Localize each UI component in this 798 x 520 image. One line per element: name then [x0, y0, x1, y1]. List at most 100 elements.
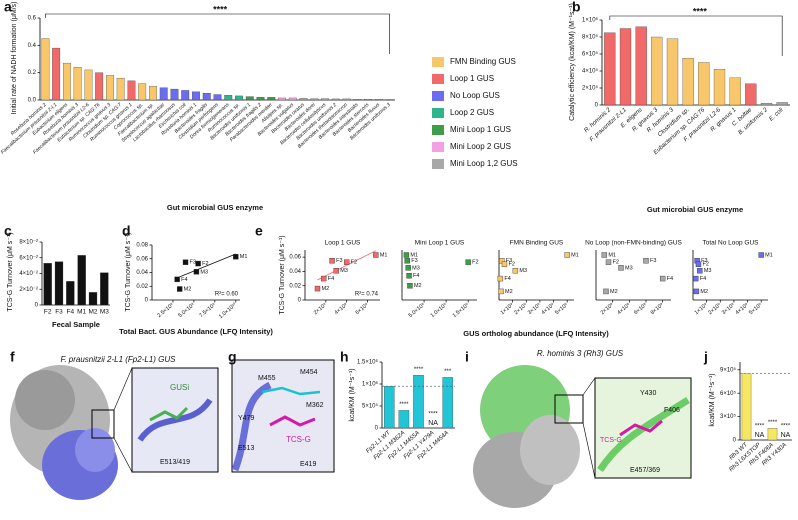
x-tick-label: 8×10⁸ — [649, 301, 665, 316]
structure-g — [231, 359, 335, 473]
y-axis-label: TCS-G Turnover (μM s⁻¹) — [125, 232, 132, 311]
bar — [149, 86, 157, 101]
point — [603, 288, 609, 295]
bar — [116, 77, 125, 101]
bar — [159, 87, 168, 101]
x-tick-label: 2×10⁸ — [599, 301, 615, 316]
x-tick-label: 1.0×10⁹ — [429, 301, 448, 319]
point-label: F4 — [504, 276, 510, 282]
subplot-title: FMN Binding GUS — [510, 240, 564, 247]
panel-letter: j — [703, 349, 708, 365]
bar — [62, 62, 71, 101]
figure-label: M362 — [306, 402, 324, 409]
point — [321, 275, 327, 282]
x-tick-label: F3 — [55, 309, 63, 316]
legend-swatch — [432, 91, 444, 101]
legend-swatch — [432, 125, 444, 135]
x-tick-label: F4 — [67, 309, 75, 316]
y-tick-label: 0.04 — [136, 270, 148, 276]
x-axis-label: GUS ortholog abundance (LFQ Intensity) — [463, 329, 609, 338]
significance-label: **** — [399, 402, 409, 408]
bar — [767, 428, 778, 441]
x-axis-label: Gut microbial GUS enzyme — [167, 203, 263, 212]
point — [406, 273, 412, 279]
x-tick-label: F2 — [44, 309, 52, 316]
bar — [442, 377, 453, 429]
point-label: M3 — [519, 268, 527, 274]
y-tick-label: 0.4 — [28, 43, 37, 49]
bar — [43, 263, 52, 306]
point-label: M1 — [380, 252, 388, 258]
point — [329, 258, 335, 264]
figure-label: GUSi — [170, 383, 189, 392]
y-tick-label: 6×10⁵ — [720, 390, 737, 397]
panel-letter: b — [572, 0, 581, 15]
point-label: F4 — [700, 276, 706, 282]
bar — [635, 26, 647, 106]
significance-bracket — [45, 13, 390, 54]
x-axis-label: Gut microbial GUS enzyme — [647, 205, 743, 214]
figure-label: F406 — [664, 407, 680, 414]
point-label: M3 — [340, 268, 348, 274]
figure-title: R. hominis 3 (Rh3) GUS — [537, 349, 624, 358]
point-label: F3 — [190, 260, 196, 266]
panel-letter: c — [4, 223, 12, 239]
point — [373, 252, 379, 258]
bar — [52, 47, 61, 101]
x-tick-label: M3 — [100, 309, 109, 316]
point — [659, 275, 666, 282]
y-tick-label: 9×10⁵ — [720, 366, 737, 373]
point-label: M1 — [765, 252, 773, 258]
legend-swatch — [432, 142, 444, 152]
point-label: M3 — [412, 265, 420, 271]
point — [195, 260, 201, 267]
significance: **** — [213, 4, 228, 14]
point — [643, 258, 649, 264]
figure-label: TCS-G — [600, 437, 622, 444]
figure-label: E457/369 — [630, 467, 660, 474]
bar — [342, 98, 351, 101]
bar — [713, 69, 726, 106]
x-tick-label: 4×10⁹ — [333, 301, 349, 316]
y-tick-label: 0 — [298, 298, 302, 304]
y-tick-label: 0.06 — [136, 256, 148, 262]
point — [693, 288, 700, 295]
panel-letter: f — [10, 349, 15, 365]
x-tick-label: 5.0×10⁸ — [407, 301, 426, 319]
legend-label: Loop 1 GUS — [450, 74, 494, 83]
bar — [213, 94, 222, 101]
point — [697, 268, 703, 274]
legend-swatch — [432, 159, 444, 169]
point — [501, 261, 508, 267]
y-tick-label: 0 — [595, 103, 599, 109]
point-label: M3 — [704, 268, 712, 274]
bar — [192, 91, 200, 101]
legend-label: Mini Loop 2 GUS — [450, 142, 511, 151]
y-tick-label: 6×10⁵ — [582, 51, 599, 58]
point-label: M1 — [410, 252, 418, 258]
significance-label: **** — [755, 424, 765, 430]
point — [176, 286, 183, 292]
point-label: M1 — [571, 252, 579, 258]
bar — [73, 67, 82, 101]
point-label: F4 — [181, 277, 187, 283]
y-tick-label: 0 — [733, 438, 737, 444]
significance: **** — [693, 6, 708, 16]
x-tick-label: M2 — [88, 309, 97, 316]
bar — [84, 69, 93, 101]
y-axis-label: TCS-G Turnover (μM s⁻¹) — [279, 235, 286, 314]
bar — [666, 38, 679, 106]
legend-swatch — [432, 74, 444, 84]
significance-label: **** — [781, 424, 791, 430]
bar — [374, 99, 383, 101]
point — [618, 265, 624, 271]
point-label: M1 — [240, 254, 248, 260]
y-tick-label: 3×10⁵ — [720, 413, 737, 420]
subplot-title: Loop 1 GUS — [325, 240, 361, 247]
point — [182, 259, 189, 265]
bar — [267, 97, 276, 101]
value-label: NA — [781, 432, 791, 439]
fit-line — [176, 253, 236, 279]
bar — [776, 102, 788, 106]
